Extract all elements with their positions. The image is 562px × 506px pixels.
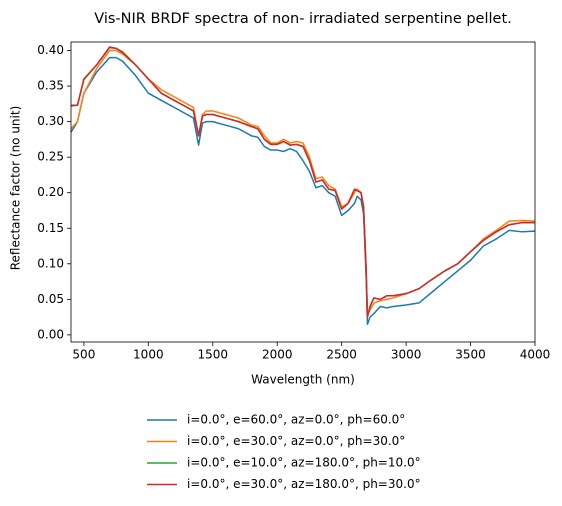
x-axis-label: Wavelength (nm) <box>251 373 355 387</box>
x-tick-label: 4000 <box>520 348 551 362</box>
x-tick-label: 3500 <box>455 348 486 362</box>
y-tick-label: 0.15 <box>37 221 64 235</box>
y-tick-label: 0.20 <box>37 185 64 199</box>
y-tick-label: 0.30 <box>37 114 64 128</box>
y-axis-label: Reflectance factor (no unit) <box>9 106 23 271</box>
y-tick-label: 0.05 <box>37 292 64 306</box>
y-tick-label: 0.10 <box>37 256 64 270</box>
plot-frame <box>70 41 536 343</box>
y-tick-label: 0.00 <box>37 327 64 341</box>
x-tick-label: 2000 <box>262 348 293 362</box>
y-tick-label: 0.40 <box>37 43 64 57</box>
y-tick-label: 0.25 <box>37 150 64 164</box>
legend-label: i=0.0°, e=10.0°, az=180.0°, ph=10.0° <box>187 456 421 470</box>
chart-title: Vis-NIR BRDF spectra of non- irradiated … <box>94 11 512 27</box>
legend-label: i=0.0°, e=30.0°, az=0.0°, ph=30.0° <box>187 434 405 448</box>
x-tick-label: 1000 <box>133 348 164 362</box>
legend-label: i=0.0°, e=30.0°, az=180.0°, ph=30.0° <box>187 477 421 491</box>
data-line <box>70 56 536 325</box>
x-tick-label: 3000 <box>391 348 422 362</box>
data-line <box>70 46 535 318</box>
x-tick-label: 2500 <box>326 348 357 362</box>
x-tick-label: 1500 <box>198 348 229 362</box>
data-line <box>71 46 535 318</box>
legend-label: i=0.0°, e=60.0°, az=0.0°, ph=60.0° <box>187 413 405 427</box>
data-line <box>70 49 536 316</box>
x-tick-label: 500 <box>72 348 95 362</box>
y-tick-label: 0.35 <box>37 79 64 93</box>
